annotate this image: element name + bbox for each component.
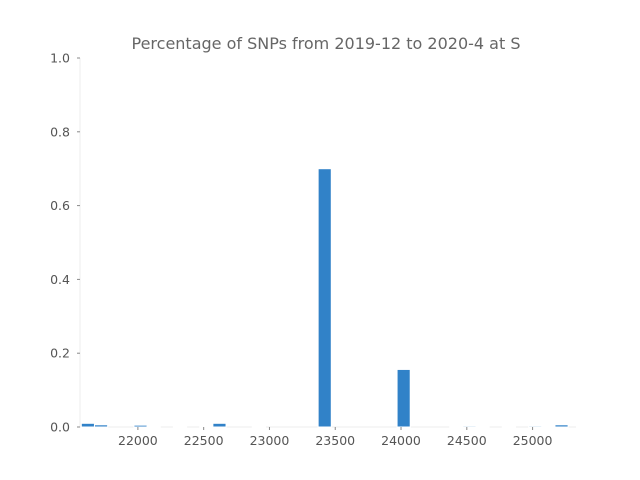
bar-1: [93, 424, 109, 428]
bar-3: [146, 426, 161, 428]
y-tick-label-3: 0.6: [50, 198, 70, 213]
bars-group: [80, 168, 569, 428]
chart-title: Percentage of SNPs from 2019-12 to 2020-…: [132, 34, 521, 53]
bar-8: [317, 168, 332, 428]
bar-2: [133, 424, 148, 428]
bar-0: [80, 422, 95, 428]
x-tick-label-1: 22500: [184, 433, 224, 448]
y-tick-label-2: 0.4: [50, 272, 70, 287]
x-tick-label-6: 25000: [513, 433, 553, 448]
x-tick-label-0: 22000: [118, 433, 158, 448]
bar-9: [396, 368, 411, 428]
bar-11: [462, 425, 477, 428]
bar-14: [528, 425, 543, 428]
x-tick-label-2: 23000: [250, 433, 290, 448]
x-tick-label-5: 24500: [447, 433, 487, 448]
bar-7: [251, 426, 267, 428]
bar-12: [475, 426, 490, 428]
bar-15: [541, 426, 556, 428]
bar-6: [212, 422, 227, 428]
bar-10: [449, 426, 464, 428]
y-tick-label-5: 1.0: [50, 51, 70, 66]
y-tick-label-0: 0.0: [50, 420, 70, 435]
bar-16: [554, 424, 569, 428]
bar-4: [172, 426, 188, 428]
y-tick-label-4: 0.8: [50, 124, 70, 139]
x-tick-label-4: 24000: [381, 433, 421, 448]
bar-13: [501, 426, 516, 428]
bar-5: [199, 426, 214, 428]
x-axis-ticks: 22000 22500 23000 23500 24000 24500 25000: [118, 427, 553, 448]
y-tick-label-1: 0.2: [50, 346, 70, 361]
x-tick-label-3: 23500: [315, 433, 355, 448]
y-axis-ticks: 0.0 0.2 0.4 0.6 0.8 1.0: [50, 51, 80, 435]
